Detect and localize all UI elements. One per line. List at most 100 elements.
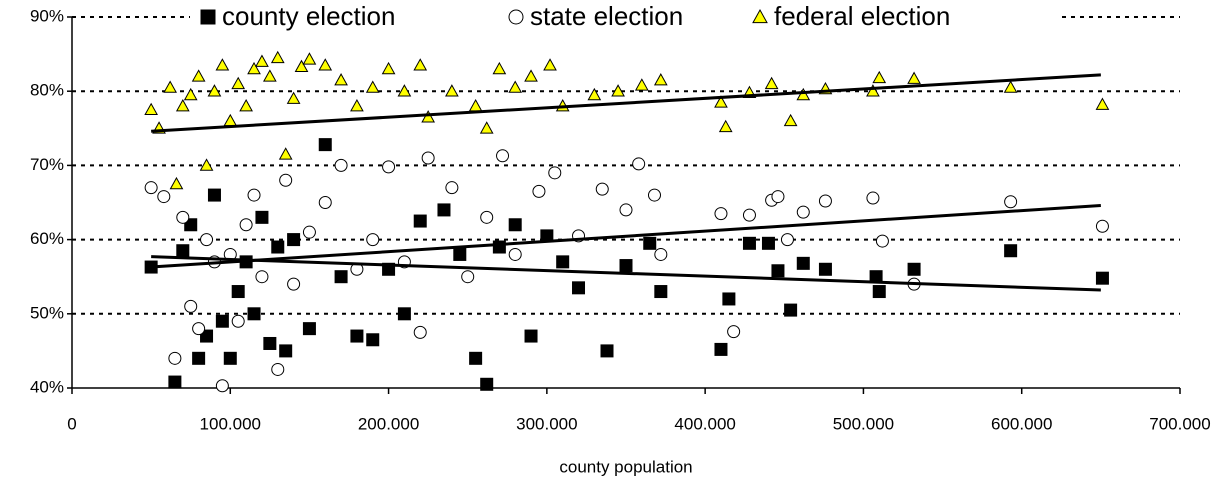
legend-label: county election [222,1,395,31]
point [595,182,609,196]
point [366,233,380,247]
point [479,121,494,134]
point [480,377,494,391]
point [742,208,756,222]
point [714,342,728,356]
point [318,196,332,209]
point [437,203,451,217]
point [176,244,190,258]
point [255,210,269,224]
point [1095,271,1109,285]
point [207,188,221,202]
point [271,362,285,376]
point [421,151,435,165]
point [318,58,333,71]
point [866,84,880,97]
point [286,91,301,104]
x-tick-label: 400.000 [674,414,735,433]
point [247,307,261,321]
point [543,58,557,71]
trendline [151,255,1101,292]
point [796,256,810,270]
point [654,285,668,299]
point [365,80,380,93]
point [263,69,277,82]
point [508,218,522,232]
point [742,236,756,250]
point [866,191,880,205]
point [619,203,633,217]
point [632,157,646,171]
point [176,210,190,224]
point [207,84,222,97]
point [350,329,364,343]
point [872,285,886,299]
point [727,325,741,339]
trendline [151,73,1101,133]
point [144,102,158,116]
point [200,233,214,247]
x-tick-label: 200.000 [358,414,419,433]
point [413,58,428,71]
point [587,87,602,101]
point [556,255,570,269]
point [654,247,668,261]
point [634,78,649,91]
point [872,70,887,84]
point [192,351,206,365]
point [722,292,736,306]
point [294,59,309,73]
point [445,84,459,97]
point [600,344,614,358]
point [144,181,158,195]
point [184,299,198,313]
legend-marker [200,9,216,25]
point [469,351,483,365]
point [334,270,348,284]
point [818,194,832,208]
point [279,173,293,187]
legend-marker [752,8,768,24]
y-tick-label: 50% [30,303,64,322]
point [468,99,483,112]
point [192,322,206,336]
point [302,322,316,336]
x-tick-label: 700.000 [1149,414,1210,433]
point [907,71,921,84]
point [318,138,332,152]
legend-label: federal election [774,1,950,31]
point [223,351,237,365]
point [714,95,728,108]
point [783,113,798,127]
point [572,281,586,295]
point [453,247,467,261]
point [508,247,522,261]
point [764,76,779,90]
point [397,84,412,97]
y-tick-label: 40% [30,377,64,396]
point [796,87,811,101]
point [366,333,380,347]
point [532,184,546,198]
point [239,218,253,232]
point [421,110,435,123]
point [287,277,301,291]
point [223,113,238,127]
point [334,73,348,86]
point [169,176,184,190]
y-tick-label: 80% [30,81,64,100]
point [239,99,253,112]
x-tick-label: 500.000 [833,414,894,433]
point [1095,97,1110,110]
y-tick-label: 90% [30,6,64,25]
point [548,166,562,180]
point [200,329,214,343]
point [287,233,301,247]
legend-box [190,2,1060,32]
point [445,181,459,195]
point [524,329,538,343]
point [382,160,396,174]
point [413,214,427,228]
point [168,351,182,365]
